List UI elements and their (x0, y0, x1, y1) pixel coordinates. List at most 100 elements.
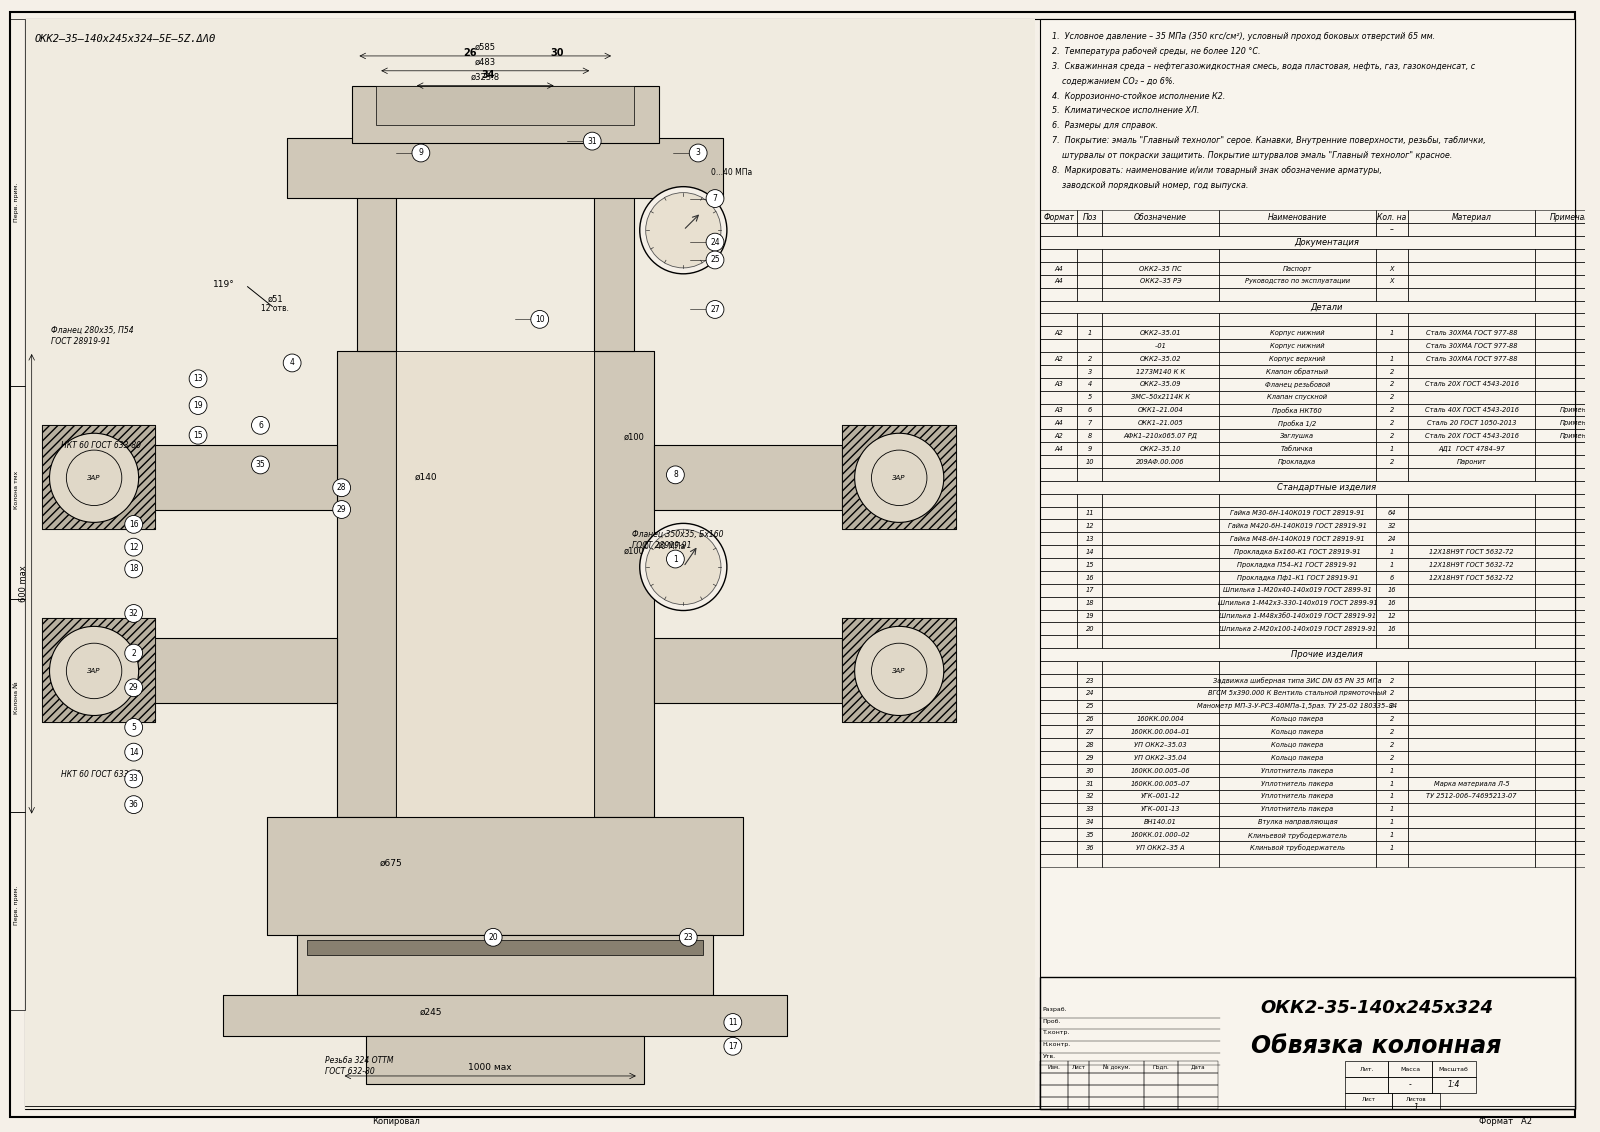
Bar (1102, 443, 1219, 455)
Bar (1077, 726, 1102, 738)
Bar (1102, 403, 1219, 417)
Text: 16: 16 (1085, 575, 1094, 581)
Bar (1534, 455, 1600, 468)
Bar (1376, 429, 1408, 443)
Circle shape (251, 456, 269, 474)
Circle shape (667, 550, 685, 568)
Bar (267, 816, 742, 935)
Bar (149, 638, 336, 703)
Text: 1: 1 (1390, 355, 1394, 362)
Circle shape (125, 604, 142, 623)
Bar (1408, 494, 1534, 506)
Bar (1077, 661, 1102, 674)
Bar (1376, 455, 1408, 468)
Text: 12: 12 (1387, 614, 1397, 619)
Bar (1102, 532, 1219, 546)
Text: № докум.: № докум. (1102, 1064, 1130, 1070)
Text: ø675: ø675 (379, 859, 403, 868)
Bar (1102, 249, 1219, 261)
Text: Документация: Документация (1294, 239, 1360, 248)
Text: Клиньевой трубодержатель: Клиньевой трубодержатель (1248, 832, 1347, 839)
Bar (1408, 249, 1534, 261)
Text: Масштаб: Масштаб (1438, 1066, 1469, 1072)
Text: НКТ 60 ГОСТ 633-80: НКТ 60 ГОСТ 633-80 (61, 441, 141, 451)
Bar (1408, 609, 1534, 623)
Bar (1077, 558, 1102, 571)
Bar (1102, 223, 1219, 237)
Bar (1077, 340, 1102, 352)
Bar (1144, 1061, 1179, 1073)
Text: Гайка М48-6Н-140К019 ГОСТ 28919-91: Гайка М48-6Н-140К019 ГОСТ 28919-91 (1230, 535, 1365, 542)
Bar (1040, 455, 1077, 468)
Text: 30: 30 (1085, 767, 1094, 773)
Bar (1077, 326, 1102, 340)
Text: Копировал: Копировал (373, 1116, 421, 1125)
Text: Уплотнитель пакера: Уплотнитель пакера (1261, 806, 1333, 813)
Bar (1534, 468, 1600, 481)
Bar (1408, 803, 1534, 815)
Text: 1:4: 1:4 (1448, 1080, 1459, 1089)
Text: 1: 1 (1390, 794, 1394, 799)
Bar (1408, 352, 1534, 365)
Bar (1408, 288, 1534, 301)
Bar (1040, 506, 1077, 520)
Bar (1376, 623, 1408, 635)
Bar (1408, 790, 1534, 803)
Text: 31: 31 (587, 137, 597, 146)
Bar (10, 19, 24, 386)
Text: Формат   A2: Формат A2 (1478, 1116, 1531, 1125)
Bar (1040, 288, 1077, 301)
Text: Пробка 1/2: Пробка 1/2 (1278, 420, 1317, 427)
Bar (1376, 558, 1408, 571)
Text: 14: 14 (130, 747, 139, 756)
Bar (1376, 661, 1408, 674)
Bar (1219, 841, 1376, 855)
Bar (1144, 1073, 1179, 1084)
Bar (1102, 738, 1219, 752)
Bar (352, 86, 659, 143)
Text: 160КК.00.005–06: 160КК.00.005–06 (1131, 767, 1190, 773)
Bar (1102, 417, 1219, 429)
Text: Утв.: Утв. (1043, 1054, 1056, 1060)
Circle shape (723, 1013, 742, 1031)
Bar (1040, 855, 1077, 867)
Text: 2: 2 (1390, 741, 1394, 748)
Text: Обозначение: Обозначение (1134, 213, 1187, 222)
Bar (1219, 468, 1376, 481)
Circle shape (125, 538, 142, 556)
Text: 4: 4 (1088, 381, 1091, 387)
Text: Х: Х (1390, 278, 1394, 284)
Circle shape (283, 354, 301, 371)
Bar (1040, 481, 1600, 494)
Text: 2: 2 (1390, 691, 1394, 696)
Text: НКТ 60 ГОСТ 633-80: НКТ 60 ГОСТ 633-80 (61, 770, 141, 779)
Bar (397, 351, 594, 816)
Bar (1534, 314, 1600, 326)
Text: Сталь 20 ГОСТ 1050-2013: Сталь 20 ГОСТ 1050-2013 (1427, 420, 1517, 426)
Text: 2: 2 (1390, 458, 1394, 465)
Text: содержанием CO₂ – до 6%.: содержанием CO₂ – до 6%. (1051, 77, 1174, 86)
Text: 7.  Покрытие: эмаль "Главный технолог" серое. Канавки, Внутренние поверхности, р: 7. Покрытие: эмаль "Главный технолог" се… (1051, 136, 1485, 145)
Bar (1534, 249, 1600, 261)
Bar (1102, 841, 1219, 855)
Text: Сталь 20Х ГОСТ 4543-2016: Сталь 20Х ГОСТ 4543-2016 (1424, 381, 1518, 387)
Text: 19: 19 (1085, 614, 1094, 619)
Circle shape (706, 251, 723, 269)
Bar (1102, 455, 1219, 468)
Text: 20: 20 (488, 933, 498, 942)
Bar (1040, 571, 1077, 584)
Text: А4: А4 (1054, 446, 1062, 452)
Bar (1077, 687, 1102, 700)
Bar (1534, 609, 1600, 623)
Text: 9: 9 (419, 148, 424, 157)
Circle shape (667, 466, 685, 483)
Text: 1: 1 (1390, 844, 1394, 851)
Bar (1102, 700, 1219, 712)
Text: 8: 8 (1088, 432, 1091, 439)
Bar (1179, 1084, 1218, 1097)
Bar (1376, 506, 1408, 520)
Bar (1077, 790, 1102, 803)
Circle shape (125, 679, 142, 696)
Text: ЗАР: ЗАР (893, 668, 906, 674)
Circle shape (706, 301, 723, 318)
